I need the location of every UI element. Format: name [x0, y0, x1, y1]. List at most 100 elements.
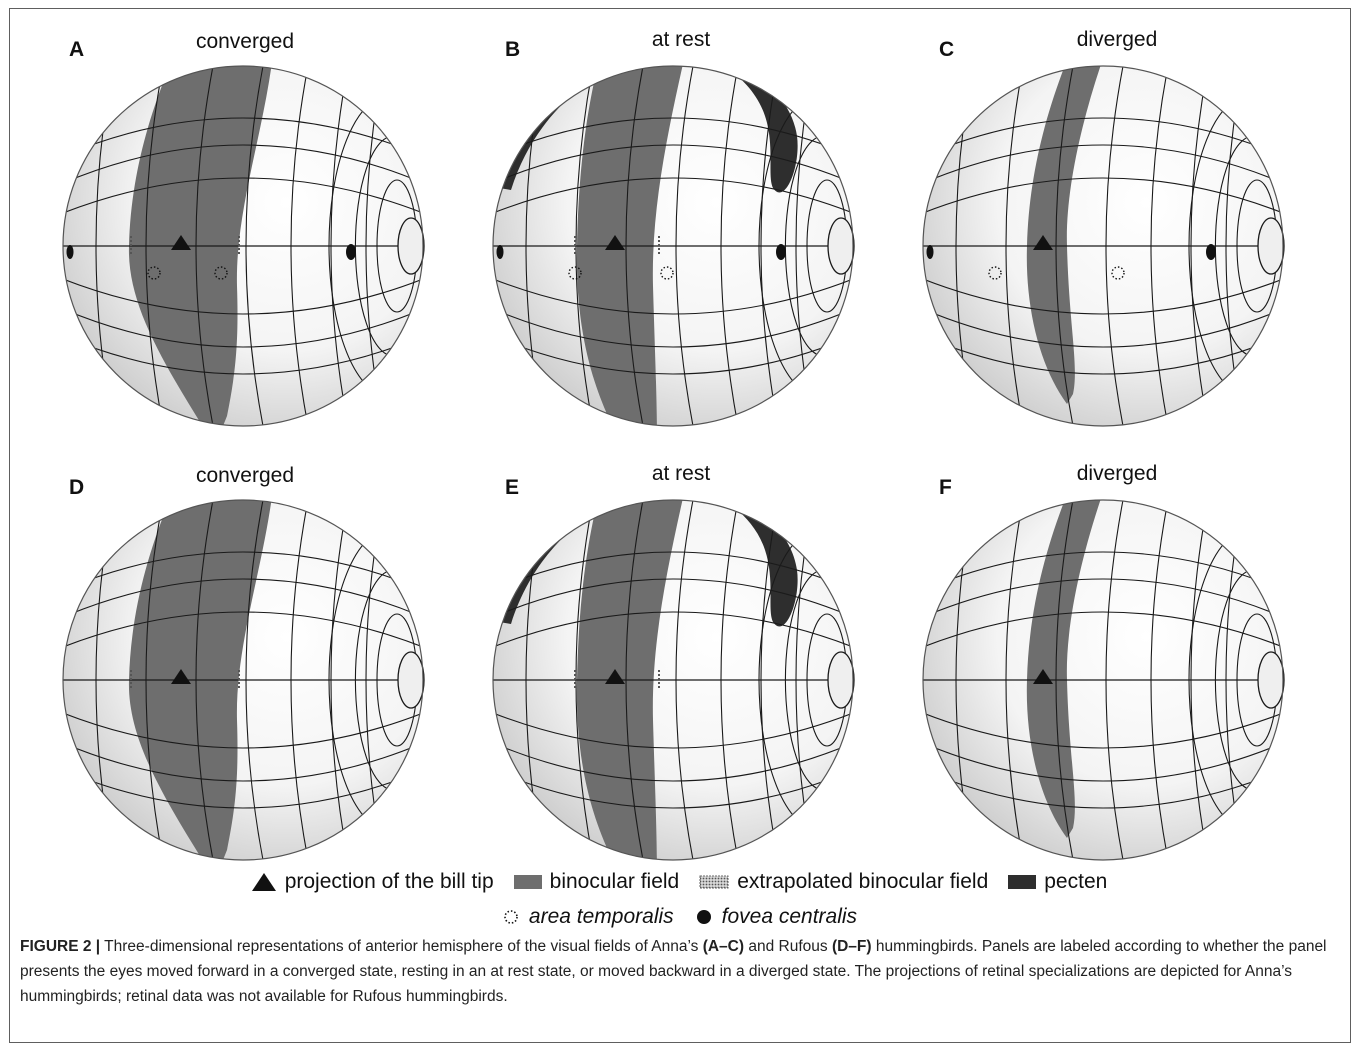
- meridian-line: [245, 500, 264, 860]
- binocular-field: [1026, 66, 1111, 404]
- parallel-line: [63, 117, 423, 157]
- panel-d: D converged: [55, 462, 495, 882]
- panel-title: converged: [195, 30, 295, 53]
- sphere-outline: [62, 65, 424, 427]
- meridian-line: [1150, 66, 1169, 426]
- pecten-right: [711, 500, 798, 627]
- parallel-line: [923, 117, 1283, 157]
- parallel-line: [63, 611, 423, 648]
- sphere-outline: [492, 499, 854, 861]
- parallel-line: [493, 177, 853, 214]
- area-temporalis-marker: [147, 266, 161, 280]
- binocular-swatch-icon: [513, 875, 542, 889]
- parallel-line: [63, 177, 423, 214]
- dotted-circle-icon: [504, 910, 518, 924]
- bill-tip-triangle: [171, 669, 191, 684]
- fovea-marker: [496, 245, 504, 259]
- legend-item-extrapolated: extrapolated binocular field: [699, 870, 988, 894]
- sphere-outline: [922, 499, 1284, 861]
- sphere-outline: [492, 65, 854, 427]
- visual-field-sphere: [492, 499, 855, 861]
- area-temporalis-marker: [1111, 266, 1125, 280]
- meridian-line: [1105, 66, 1124, 426]
- meridian-line: [675, 66, 694, 426]
- legend-row-2: area temporalis fovea centralis: [0, 905, 1358, 929]
- parallel-line: [493, 769, 853, 809]
- parallel-line: [923, 611, 1283, 648]
- parallel-line: [923, 177, 1283, 214]
- meridian-line: [720, 66, 739, 426]
- meridian-line: [720, 500, 739, 860]
- bill-tip-triangle: [605, 669, 625, 684]
- parallel-line: [493, 611, 853, 648]
- pole-disc: [397, 651, 425, 709]
- parallel-line: [923, 335, 1283, 375]
- parallel-line: [63, 144, 423, 184]
- panel-a: A converged: [55, 28, 495, 448]
- visual-field-sphere: [492, 65, 855, 427]
- meridian-line: [330, 66, 349, 426]
- binocular-field: [128, 66, 275, 426]
- pole-disc: [1257, 217, 1285, 275]
- area-temporalis-marker: [988, 266, 1002, 280]
- parallel-line: [923, 144, 1283, 184]
- pole-disc: [827, 651, 855, 709]
- parallel-line: [63, 551, 423, 591]
- legend-row-1: projection of the bill tip binocular fie…: [0, 870, 1358, 894]
- legend-label: pecten: [1044, 870, 1108, 893]
- legend-item-fovea-centralis: fovea centralis: [694, 905, 857, 929]
- parallel-line: [493, 335, 853, 375]
- panel-title: diverged: [1076, 28, 1158, 51]
- parallel-line: [63, 308, 423, 348]
- parallel-line: [923, 278, 1283, 315]
- fovea-marker: [1206, 244, 1216, 260]
- parallel-line: [923, 712, 1283, 749]
- caption-text: hummingbirds. Panels are labeled accordi…: [20, 938, 1327, 1005]
- parallel-line: [63, 712, 423, 749]
- meridian-line: [1150, 500, 1169, 860]
- panel-letter: D: [69, 476, 85, 499]
- binocular-field: [128, 500, 275, 860]
- figure-frame: [9, 8, 1351, 1043]
- caption-bold: (A–C): [702, 938, 745, 955]
- panel-e: E at rest: [485, 462, 925, 882]
- pecten-swatch-icon: [1008, 875, 1037, 889]
- parallel-line: [923, 769, 1283, 809]
- meridian-line: [290, 500, 309, 860]
- figure-caption: FIGURE 2 | Three-dimensional representat…: [20, 934, 1340, 1009]
- meridian-line: [195, 66, 214, 426]
- meridian-line: [1005, 500, 1024, 860]
- visual-field-sphere: [62, 499, 425, 861]
- legend-item-binocular: binocular field: [513, 870, 679, 894]
- panel-title: at rest: [651, 28, 711, 51]
- parallel-line: [493, 144, 853, 184]
- parallel-line: [63, 278, 423, 315]
- fovea-marker: [346, 244, 356, 260]
- meridian-line: [1055, 500, 1074, 860]
- extrapolated-swatch-icon: [699, 875, 729, 889]
- panel-letter: C: [939, 38, 955, 61]
- pole-disc: [1257, 651, 1285, 709]
- meridian-line: [625, 66, 644, 426]
- meridian-line: [245, 66, 264, 426]
- parallel-line: [493, 551, 853, 591]
- parallel-line: [493, 117, 853, 157]
- bill-tip-triangle: [1033, 669, 1053, 684]
- parallel-line: [493, 712, 853, 749]
- meridian-line: [290, 66, 309, 426]
- caption-text: and Rufous: [744, 938, 832, 955]
- area-temporalis-marker: [214, 266, 228, 280]
- panel-letter: A: [69, 38, 85, 61]
- legend-item-area-temporalis: area temporalis: [501, 905, 674, 929]
- parallel-line: [63, 769, 423, 809]
- parallel-line: [923, 308, 1283, 348]
- fovea-marker: [926, 245, 934, 259]
- panel-f: F diverged: [915, 462, 1355, 882]
- parallel-line: [63, 742, 423, 782]
- parallel-line: [493, 578, 853, 618]
- meridian-line: [760, 500, 779, 860]
- meridian-line: [1190, 66, 1209, 426]
- meridian-line: [625, 500, 644, 860]
- legend-label: fovea centralis: [721, 905, 858, 928]
- sphere-content: [63, 66, 423, 426]
